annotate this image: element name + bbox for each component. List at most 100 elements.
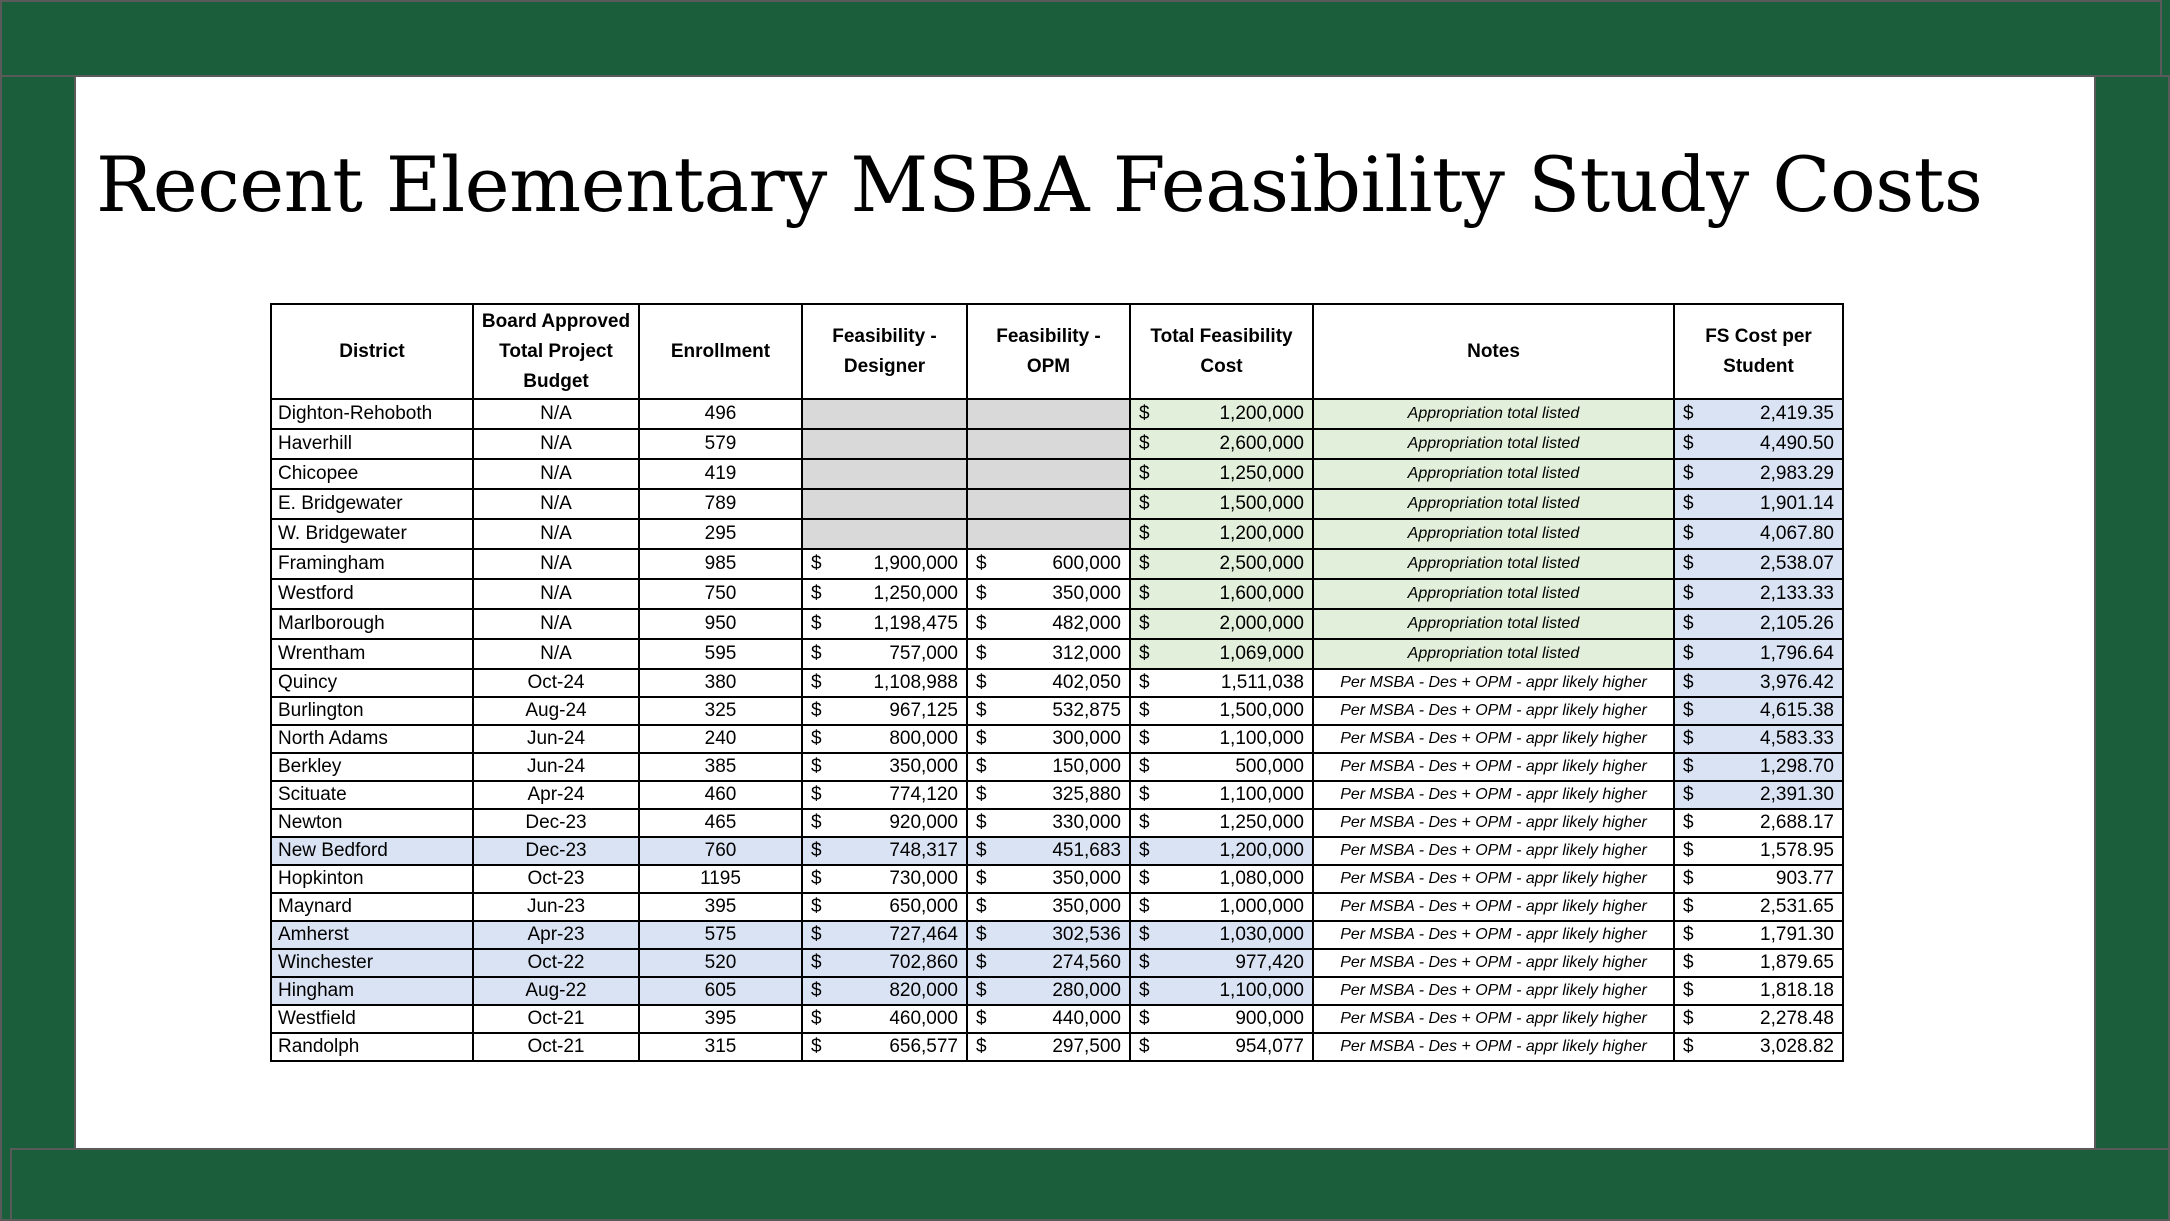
- table-row: E. Bridgewater N/A 789 $1,500,000 Appropriat…: [270, 488, 1844, 520]
- currency-symbol: $: [811, 583, 822, 604]
- currency-symbol: $: [1139, 980, 1150, 1001]
- table-row: W. Bridgewater N/A 295 $1,200,000 Appropriat…: [270, 518, 1844, 550]
- currency-symbol: $: [811, 728, 822, 749]
- notes-cell: Per MSBA - Des + OPM - appr likely highe…: [1312, 976, 1675, 1006]
- district-cell: W. Bridgewater: [270, 518, 474, 550]
- designer-cost-cell-value: 656,577: [889, 1036, 958, 1057]
- designer-cost-cell-value: 730,000: [889, 868, 958, 889]
- currency-symbol: $: [1683, 952, 1694, 973]
- designer-cost-cell: $702,860: [801, 948, 968, 978]
- total-cost-cell-value: 1,100,000: [1219, 784, 1304, 805]
- per-student-cell-value: 1,796.64: [1760, 643, 1834, 664]
- enrollment-cell: 760: [638, 836, 803, 866]
- total-cost-cell: $500,000: [1129, 752, 1314, 782]
- enrollment-cell: 575: [638, 920, 803, 950]
- total-cost-cell: $1,511,038: [1129, 668, 1314, 698]
- per-student-cell: $4,615.38: [1673, 696, 1844, 726]
- designer-cost-cell: $727,464: [801, 920, 968, 950]
- opm-cost-cell-value: 600,000: [1052, 553, 1121, 574]
- designer-cost-cell-value: 702,860: [889, 952, 958, 973]
- currency-symbol: $: [811, 1036, 822, 1057]
- budget-cell: Apr-24: [472, 780, 640, 810]
- designer-cost-cell: $1,198,475: [801, 608, 968, 640]
- total-cost-cell-value: 1,250,000: [1219, 812, 1304, 833]
- per-student-cell-value: 1,818.18: [1760, 980, 1834, 1001]
- opm-cost-cell: $451,683: [966, 836, 1131, 866]
- district-cell: Newton: [270, 808, 474, 838]
- table-row: Hopkinton Oct-23 1195 $730,000 $350,000 $1,08…: [270, 864, 1844, 894]
- opm-cost-cell: [966, 488, 1131, 520]
- budget-cell: N/A: [472, 548, 640, 580]
- per-student-cell: $4,067.80: [1673, 518, 1844, 550]
- designer-cost-cell: $350,000: [801, 752, 968, 782]
- total-cost-cell: $1,030,000: [1129, 920, 1314, 950]
- district-cell: Randolph: [270, 1032, 474, 1062]
- opm-cost-cell: $402,050: [966, 668, 1131, 698]
- district-cell: Burlington: [270, 696, 474, 726]
- table-row: New Bedford Dec-23 760 $748,317 $451,683 $1,2…: [270, 836, 1844, 866]
- total-cost-cell: $1,250,000: [1129, 458, 1314, 490]
- per-student-cell-value: 1,578.95: [1760, 840, 1834, 861]
- header-district: District: [270, 303, 474, 400]
- total-cost-cell-value: 1,200,000: [1219, 523, 1304, 544]
- currency-symbol: $: [976, 553, 987, 574]
- per-student-cell: $2,688.17: [1673, 808, 1844, 838]
- per-student-cell: $3,028.82: [1673, 1032, 1844, 1062]
- notes-cell: Per MSBA - Des + OPM - appr likely highe…: [1312, 696, 1675, 726]
- opm-cost-cell: $350,000: [966, 892, 1131, 922]
- notes-cell: Appropriation total listed: [1312, 428, 1675, 460]
- total-cost-cell-value: 1,200,000: [1219, 840, 1304, 861]
- per-student-cell-value: 4,615.38: [1760, 700, 1834, 721]
- opm-cost-cell: $302,536: [966, 920, 1131, 950]
- opm-cost-cell: $330,000: [966, 808, 1131, 838]
- notes-cell: Appropriation total listed: [1312, 548, 1675, 580]
- per-student-cell-value: 2,983.29: [1760, 463, 1834, 484]
- district-cell: Hopkinton: [270, 864, 474, 894]
- table-row: Berkley Jun-24 385 $350,000 $150,000 $500,000…: [270, 752, 1844, 782]
- district-cell: Haverhill: [270, 428, 474, 460]
- per-student-cell: $2,983.29: [1673, 458, 1844, 490]
- total-cost-cell: $954,077: [1129, 1032, 1314, 1062]
- currency-symbol: $: [1683, 924, 1694, 945]
- total-cost-cell-value: 1,030,000: [1219, 924, 1304, 945]
- total-cost-cell: $1,100,000: [1129, 780, 1314, 810]
- budget-cell: Apr-23: [472, 920, 640, 950]
- currency-symbol: $: [1139, 523, 1150, 544]
- designer-cost-cell: [801, 518, 968, 550]
- currency-symbol: $: [1139, 784, 1150, 805]
- frame-left-band: [0, 75, 76, 1221]
- total-cost-cell: $2,000,000: [1129, 608, 1314, 640]
- designer-cost-cell-value: 1,900,000: [873, 553, 958, 574]
- designer-cost-cell-value: 1,198,475: [873, 613, 958, 634]
- designer-cost-cell: $757,000: [801, 638, 968, 670]
- budget-cell: N/A: [472, 578, 640, 610]
- currency-symbol: $: [811, 643, 822, 664]
- per-student-cell-value: 3,976.42: [1760, 672, 1834, 693]
- opm-cost-cell: $600,000: [966, 548, 1131, 580]
- total-cost-cell-value: 1,500,000: [1219, 700, 1304, 721]
- currency-symbol: $: [1139, 924, 1150, 945]
- currency-symbol: $: [1683, 433, 1694, 454]
- per-student-cell: $2,133.33: [1673, 578, 1844, 610]
- designer-cost-cell: $460,000: [801, 1004, 968, 1034]
- table-row: Westfield Oct-21 395 $460,000 $440,000 $900,0…: [270, 1004, 1844, 1034]
- currency-symbol: $: [1683, 523, 1694, 544]
- per-student-cell-value: 2,531.65: [1760, 896, 1834, 917]
- opm-cost-cell-value: 330,000: [1052, 812, 1121, 833]
- opm-cost-cell-value: 482,000: [1052, 613, 1121, 634]
- district-cell: E. Bridgewater: [270, 488, 474, 520]
- designer-cost-cell: $774,120: [801, 780, 968, 810]
- notes-cell: Per MSBA - Des + OPM - appr likely highe…: [1312, 808, 1675, 838]
- notes-cell: Per MSBA - Des + OPM - appr likely highe…: [1312, 780, 1675, 810]
- opm-cost-cell-value: 302,536: [1052, 924, 1121, 945]
- notes-cell: Per MSBA - Des + OPM - appr likely highe…: [1312, 1004, 1675, 1034]
- currency-symbol: $: [1139, 1036, 1150, 1057]
- enrollment-cell: 465: [638, 808, 803, 838]
- currency-symbol: $: [976, 868, 987, 889]
- enrollment-cell: 460: [638, 780, 803, 810]
- designer-cost-cell: [801, 458, 968, 490]
- budget-cell: Jun-24: [472, 724, 640, 754]
- enrollment-cell: 579: [638, 428, 803, 460]
- designer-cost-cell: $650,000: [801, 892, 968, 922]
- total-cost-cell-value: 1,200,000: [1219, 403, 1304, 424]
